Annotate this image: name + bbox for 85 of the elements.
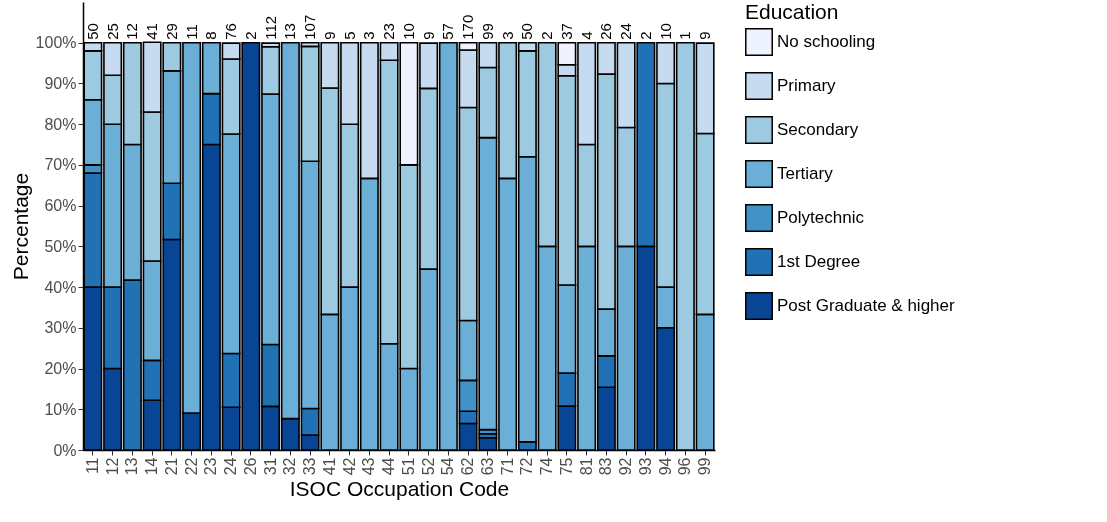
y-tick-label: 100% xyxy=(35,34,77,52)
y-tick-label: 10% xyxy=(44,400,77,418)
x-tick-label: 93 xyxy=(636,457,654,476)
x-tick-label: 52 xyxy=(419,457,437,476)
annotation: 76 xyxy=(222,23,240,40)
legend-label: Secondary xyxy=(777,120,859,139)
annotation: 23 xyxy=(380,23,398,40)
annotation: 10 xyxy=(656,23,674,40)
annotation: 12 xyxy=(123,23,141,40)
x-tick-label: 12 xyxy=(103,457,121,476)
annotation: 3 xyxy=(360,31,378,40)
x-tick-label: 31 xyxy=(261,457,279,476)
x-tick-label: 92 xyxy=(617,457,635,476)
annotation: 50 xyxy=(83,23,101,40)
x-tick-label: 21 xyxy=(162,457,180,476)
x-tick-label: 83 xyxy=(597,457,615,476)
annotation: 8 xyxy=(202,31,220,40)
y-tick-label: 0% xyxy=(53,441,77,459)
x-tick-label: 74 xyxy=(538,457,556,476)
x-tick-label: 54 xyxy=(439,457,457,476)
y-tick-label: 80% xyxy=(44,115,77,133)
x-tick-label: 44 xyxy=(380,457,398,476)
annotation: 10 xyxy=(399,23,417,40)
annotation: 25 xyxy=(103,23,121,40)
y-tick-label: 90% xyxy=(44,74,77,92)
annotation: 29 xyxy=(162,23,180,40)
x-tick-label: 72 xyxy=(518,457,536,476)
legend-label: Post Graduate & higher xyxy=(777,296,955,315)
x-tick-label: 51 xyxy=(399,457,417,476)
x-tick-label: 81 xyxy=(577,457,595,476)
annotation: 99 xyxy=(478,23,496,40)
x-tick-label: 99 xyxy=(696,457,714,476)
x-tick-label: 41 xyxy=(320,457,338,476)
x-tick-label: 23 xyxy=(202,457,220,476)
x-tick-label: 94 xyxy=(656,457,674,476)
annotation: 107 xyxy=(301,14,319,40)
x-tick-label: 24 xyxy=(222,457,240,476)
x-tick-label: 75 xyxy=(557,457,575,476)
y-axis-title: Percentage xyxy=(8,172,32,281)
annotation: 2 xyxy=(636,31,654,40)
annotation: 2 xyxy=(538,31,556,40)
x-tick-label: 13 xyxy=(123,457,141,476)
x-tick-label: 11 xyxy=(83,457,101,475)
legend-label: 1st Degree xyxy=(777,252,861,271)
x-tick-label: 62 xyxy=(459,457,477,476)
annotation: 50 xyxy=(518,23,536,40)
annotation: 112 xyxy=(261,15,279,40)
y-tick-label: 20% xyxy=(44,360,77,378)
x-tick-label: 26 xyxy=(241,457,259,476)
annotation: 2 xyxy=(241,31,259,40)
y-tick-label: 40% xyxy=(44,278,77,296)
legend-label: Polytechnic xyxy=(777,208,865,227)
legend-label: No schooling xyxy=(777,32,876,51)
annotation: 57 xyxy=(439,23,457,40)
y-tick-label: 60% xyxy=(44,197,77,215)
x-tick-label: 14 xyxy=(143,457,161,476)
x-tick-label: 43 xyxy=(360,457,378,476)
annotation: 4 xyxy=(577,31,595,40)
annotation: 24 xyxy=(617,23,635,40)
y-tick-label: 50% xyxy=(44,237,77,255)
legend-label: Tertiary xyxy=(777,164,834,183)
annotation: 9 xyxy=(320,31,338,40)
annotation: 26 xyxy=(597,23,615,40)
x-tick-label: 42 xyxy=(340,457,358,476)
x-tick-label: 32 xyxy=(281,457,299,476)
y-tick-label: 30% xyxy=(44,319,77,337)
annotation: 1 xyxy=(676,31,694,40)
x-tick-label: 96 xyxy=(676,457,694,476)
annotation: 41 xyxy=(143,23,161,40)
legend-title: Education xyxy=(745,0,839,23)
y-tick-label: 70% xyxy=(44,156,77,174)
annotation: 37 xyxy=(557,23,575,40)
legend-label: Primary xyxy=(777,76,837,95)
annotation: 3 xyxy=(498,31,516,40)
x-tick-label: 22 xyxy=(182,457,200,476)
x-tick-label: 33 xyxy=(301,457,319,476)
x-tick-label: 63 xyxy=(478,457,496,476)
annotation: 9 xyxy=(419,31,437,40)
annotation: 5 xyxy=(340,31,358,40)
annotation: 170 xyxy=(459,14,477,40)
annotation: 13 xyxy=(281,23,299,40)
x-axis-title: ISOC Occupation Code xyxy=(289,477,510,501)
x-tick-label: 71 xyxy=(498,457,516,476)
annotation: 9 xyxy=(696,31,714,40)
annotation: 11 xyxy=(182,24,200,40)
